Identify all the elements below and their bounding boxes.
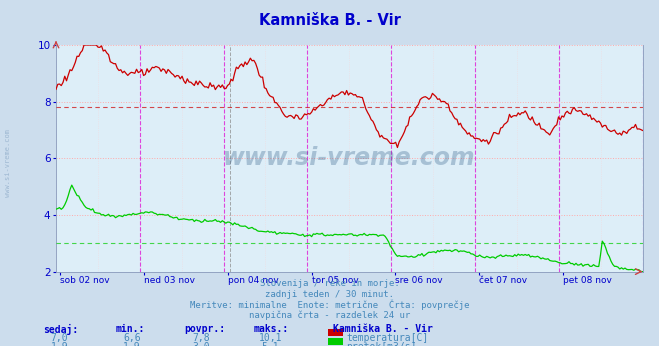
Text: 1,9: 1,9 (123, 342, 140, 346)
Text: Kamniška B. - Vir: Kamniška B. - Vir (333, 324, 433, 334)
Text: www.si-vreme.com: www.si-vreme.com (223, 146, 476, 170)
Text: maks.:: maks.: (254, 324, 289, 334)
Text: 7,8: 7,8 (192, 333, 210, 343)
Text: navpična črta - razdelek 24 ur: navpična črta - razdelek 24 ur (249, 310, 410, 320)
Text: temperatura[C]: temperatura[C] (346, 333, 428, 343)
Text: 6,6: 6,6 (123, 333, 140, 343)
Text: sedaj:: sedaj: (43, 324, 78, 335)
Text: 10,1: 10,1 (258, 333, 282, 343)
Text: zadnji teden / 30 minut.: zadnji teden / 30 minut. (265, 290, 394, 299)
Text: povpr.:: povpr.: (185, 324, 225, 334)
Text: Meritve: minimalne  Enote: metrične  Črta: povprečje: Meritve: minimalne Enote: metrične Črta:… (190, 300, 469, 310)
Text: min.:: min.: (115, 324, 145, 334)
Text: 7,0: 7,0 (51, 333, 68, 343)
Text: 1,9: 1,9 (51, 342, 68, 346)
Text: 5,1: 5,1 (262, 342, 279, 346)
Text: www.si-vreme.com: www.si-vreme.com (5, 129, 11, 197)
Text: Kamniška B. - Vir: Kamniška B. - Vir (258, 13, 401, 28)
Text: Slovenija / reke in morje.: Slovenija / reke in morje. (260, 279, 399, 288)
Text: 3,0: 3,0 (192, 342, 210, 346)
Text: pretok[m3/s]: pretok[m3/s] (346, 342, 416, 346)
